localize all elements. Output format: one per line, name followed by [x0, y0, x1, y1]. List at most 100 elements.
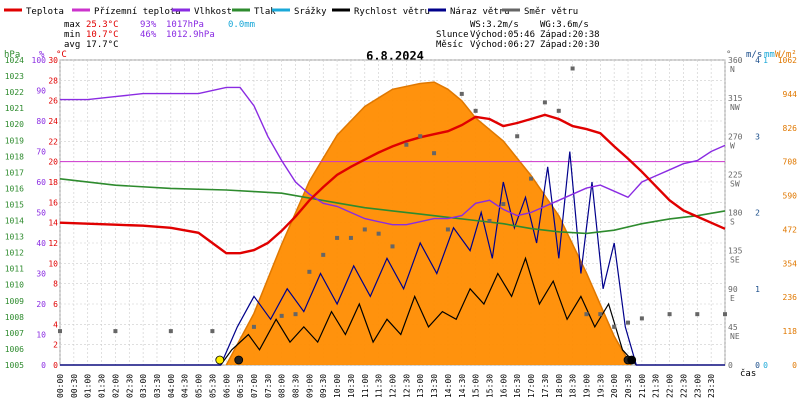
- tick-celsius: 14: [48, 219, 58, 228]
- wind-dir-point: [445, 227, 450, 232]
- x-axis-label: čas: [740, 368, 756, 379]
- wind-dir-point: [570, 66, 575, 71]
- tick-time: 03:00: [139, 374, 148, 398]
- tick-time: 18:00: [555, 374, 564, 398]
- moon-label: Měsíc: [436, 40, 463, 50]
- wind-dir-point: [404, 142, 409, 147]
- tick-time: 20:00: [610, 374, 619, 398]
- tick-hpa: 1020: [5, 120, 24, 129]
- stat-max-press: 1017hPa: [166, 20, 204, 30]
- tick-time: 17:30: [541, 374, 550, 398]
- tick-time: 17:00: [527, 374, 536, 398]
- tick-time: 22:00: [666, 374, 675, 398]
- tick-time: 15:30: [485, 374, 494, 398]
- series-wind-speed: [60, 256, 725, 366]
- legend-label-prizemni: Přízemní teplota: [94, 7, 181, 17]
- tick-direction: 45: [728, 323, 738, 332]
- tick-direction: 90: [728, 285, 738, 294]
- tick-time: 23:30: [707, 374, 716, 398]
- tick-time: 23:00: [693, 374, 702, 398]
- axis-celsius-label: °C: [56, 50, 67, 60]
- tick-solar: 590: [783, 192, 798, 201]
- tick-time: 08:30: [292, 374, 301, 398]
- tick-direction: 0: [728, 361, 733, 370]
- wind-dir-point: [335, 235, 340, 240]
- axis-dir-label: °: [726, 50, 731, 60]
- tick-time: 07:00: [250, 374, 259, 398]
- series-humidity: [60, 86, 726, 226]
- tick-time: 05:00: [195, 374, 204, 398]
- tick-time: 01:30: [98, 374, 107, 398]
- tick-direction: 225: [728, 170, 743, 179]
- stat-avg-label: avg: [64, 40, 80, 50]
- wind-dir-point: [626, 320, 631, 325]
- moonrise-marker: [234, 355, 244, 365]
- tick-direction: 180: [728, 209, 743, 218]
- astro-block: WS:3.2m/s WG:3.6m/s Slunce Východ:05:46 …: [436, 20, 600, 50]
- wind-dir-point: [459, 91, 464, 96]
- sunrise-marker: [215, 355, 225, 365]
- tick-celsius: 12: [48, 239, 58, 248]
- tick-time: 19:00: [582, 374, 591, 398]
- tick-rain: 1: [763, 56, 768, 65]
- axis-ticks: 1024102310221021102010191018101710161015…: [5, 56, 797, 398]
- tick-time: 13:30: [430, 374, 439, 398]
- tick-solar: 0: [792, 361, 797, 370]
- tick-time: 12:00: [389, 374, 398, 398]
- tick-time: 09:00: [305, 374, 314, 398]
- series-wind-gust: [60, 151, 725, 366]
- tick-time: 21:00: [638, 374, 647, 398]
- tick-time: 02:00: [111, 374, 120, 398]
- wind-dir-point: [348, 235, 353, 240]
- wind-ws: WS:3.2m/s: [470, 20, 519, 30]
- tick-celsius: 6: [53, 300, 58, 309]
- tick-time: 14:30: [458, 374, 467, 398]
- sun-set: Západ:20:38: [540, 30, 600, 40]
- tick-hpa: 1018: [5, 152, 24, 161]
- tick-hpa: 1019: [5, 136, 24, 145]
- tick-celsius: 10: [48, 259, 58, 268]
- tick-rain: 0: [763, 361, 768, 370]
- tick-time: 19:30: [596, 374, 605, 398]
- tick-celsius: 8: [53, 280, 58, 289]
- tick-hpa: 1016: [5, 184, 24, 193]
- tick-direction-card: W: [730, 141, 735, 150]
- tick-celsius: 16: [48, 198, 58, 207]
- tick-percent: 60: [36, 178, 46, 187]
- wind-dir-point: [515, 134, 520, 139]
- tick-celsius: 4: [53, 320, 58, 329]
- axis-solar-label: W/m²: [775, 50, 797, 60]
- wind-dir-point: [542, 100, 547, 105]
- tick-time: 20:30: [624, 374, 633, 398]
- chart-title: 6.8.2024: [366, 49, 424, 63]
- tick-time: 18:30: [569, 374, 578, 398]
- tick-direction-card: SE: [730, 256, 740, 265]
- tick-hpa: 1013: [5, 233, 24, 242]
- tick-time: 12:30: [402, 374, 411, 398]
- moon-set: Západ:20:30: [540, 40, 600, 50]
- tick-hpa: 1011: [5, 265, 24, 274]
- tick-time: 04:30: [181, 374, 190, 398]
- tick-time: 15:00: [472, 374, 481, 398]
- tick-direction-card: NW: [730, 103, 740, 112]
- tick-celsius: 18: [48, 178, 58, 187]
- tick-hpa: 1023: [5, 72, 24, 81]
- tick-time: 16:30: [513, 374, 522, 398]
- tick-wind: 1: [755, 285, 760, 294]
- tick-solar: 472: [783, 225, 798, 234]
- tick-time: 00:00: [56, 374, 65, 398]
- wind-dir-point: [723, 312, 727, 317]
- tick-wind: 2: [755, 209, 760, 218]
- stat-min-temp: 10.7°C: [86, 30, 119, 40]
- tick-hpa: 1009: [5, 297, 24, 306]
- tick-time: 06:00: [222, 374, 231, 398]
- wind-dir-point: [376, 231, 381, 236]
- tick-direction: 135: [728, 247, 743, 256]
- tick-hpa: 1015: [5, 200, 24, 209]
- legend-label-tlak: Tlak: [254, 7, 276, 17]
- tick-direction-card: E: [730, 294, 735, 303]
- wind-dir-point: [473, 108, 478, 113]
- wind-dir-point: [487, 218, 492, 223]
- tick-percent: 40: [36, 239, 46, 248]
- tick-hpa: 1014: [5, 217, 24, 226]
